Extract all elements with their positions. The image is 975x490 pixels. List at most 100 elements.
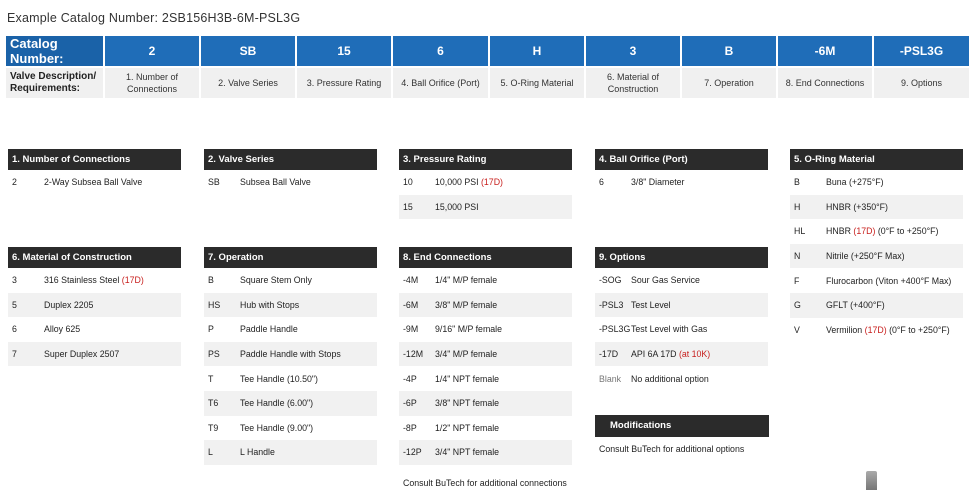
option-description: Flurocarbon (Viton +400°F Max) <box>826 276 963 286</box>
catalog-code-row: Catalog Number: 2 SB 15 6 H 3 B -6M -PSL… <box>6 36 971 67</box>
option-description: 3/8" NPT female <box>435 398 572 408</box>
code-cell: B <box>681 36 778 67</box>
end-connections-note: Consult BuTech for additional connection… <box>403 478 567 488</box>
spec-note: (17D) <box>864 324 887 335</box>
option-text: Buna (+275°F) <box>826 177 884 188</box>
section-o-ring-material: 5. O-Ring Material B Buna (+275°F) H HNBR (+… <box>790 149 963 343</box>
option-range: (0°F to +250°F) <box>877 226 939 237</box>
option-description: Duplex 2205 <box>44 300 181 310</box>
option-row: -6M 3/8" M/P female <box>399 292 572 318</box>
option-description: Subsea Ball Valve <box>240 177 377 187</box>
option-code: SB <box>208 177 220 188</box>
code-cell: H <box>489 36 586 67</box>
option-row: 3 316 Stainless Steel (17D) <box>8 268 181 293</box>
option-code: -6P <box>403 398 417 409</box>
option-text: Paddle Handle <box>240 324 298 335</box>
option-text: 3/4" NPT female <box>435 447 500 458</box>
option-text: Alloy 625 <box>44 324 81 335</box>
code-cell: -PSL3G <box>873 36 971 67</box>
option-description: Alloy 625 <box>44 324 181 334</box>
option-code: -PSL3 <box>599 299 624 310</box>
option-description: Sour Gas Service <box>631 275 768 285</box>
option-description: L Handle <box>240 447 377 457</box>
modifications-note: Consult BuTech for additional options <box>599 444 745 454</box>
option-text: 3/8" M/P female <box>435 299 498 310</box>
option-row: -8P 1/2" NPT female <box>399 415 572 441</box>
option-code: 15 <box>403 201 413 212</box>
option-description: Paddle Handle <box>240 324 377 334</box>
option-code: V <box>794 324 800 335</box>
option-text: Flurocarbon (Viton +400°F Max) <box>826 275 952 286</box>
option-code: T9 <box>208 422 219 433</box>
option-code: 6 <box>599 177 604 188</box>
catalog-number-table: Catalog Number: 2 SB 15 6 H 3 B -6M -PSL… <box>6 36 971 98</box>
option-text: Test Level <box>631 299 671 310</box>
option-description: 1/4" M/P female <box>435 275 572 285</box>
option-code: 2 <box>12 177 17 188</box>
section-title: 9. Options <box>595 247 768 268</box>
option-description: 1/2" NPT female <box>435 423 572 433</box>
option-row: 15 15,000 PSI <box>399 194 572 220</box>
section-options: 9. Options -SOG Sour Gas Service -PSL3 Test … <box>595 247 768 391</box>
option-row: 10 10,000 PSI (17D) <box>399 170 572 195</box>
option-row: T9 Tee Handle (9.00") <box>204 415 377 441</box>
option-description: 9/16" M/P female <box>435 324 572 334</box>
option-description: 3/8" Diameter <box>631 177 768 187</box>
option-description: Buna (+275°F) <box>826 177 963 187</box>
option-description: Tee Handle (9.00") <box>240 423 377 433</box>
section-title: 2. Valve Series <box>204 149 377 170</box>
valve-description-label: Valve Description/ Requirements: <box>6 66 105 98</box>
option-text: 1/4" NPT female <box>435 373 500 384</box>
option-code: Blank <box>599 373 622 384</box>
option-row: -4M 1/4" M/P female <box>399 268 572 293</box>
option-description: 3/4" M/P female <box>435 349 572 359</box>
option-row: -9M 9/16" M/P female <box>399 317 572 342</box>
option-row: SB Subsea Ball Valve <box>204 170 377 195</box>
option-description: Tee Handle (10.50") <box>240 374 377 384</box>
option-text: HNBR (+350°F) <box>826 201 888 212</box>
option-row: HL HNBR (17D) (0°F to +250°F) <box>790 219 963 244</box>
option-text: Hub with Stops <box>240 299 300 310</box>
option-code: -9M <box>403 324 419 335</box>
valve-image-stub <box>866 471 877 490</box>
option-description: Tee Handle (6.00") <box>240 398 377 408</box>
option-row: N Nitrile (+250°F Max) <box>790 243 963 269</box>
option-text: Subsea Ball Valve <box>240 177 311 188</box>
section-end-connections: 8. End Connections -4M 1/4" M/P female -6M 3… <box>399 247 572 465</box>
option-row: 7 Super Duplex 2507 <box>8 341 181 367</box>
option-code: 7 <box>12 349 17 360</box>
desc-cell: 6. Material of Construction <box>585 66 682 98</box>
option-description: 2-Way Subsea Ball Valve <box>44 177 181 187</box>
option-row: P Paddle Handle <box>204 317 377 342</box>
option-row: V Vermilion (17D) (0°F to +250°F) <box>790 317 963 343</box>
option-code: P <box>208 324 214 335</box>
option-row: PS Paddle Handle with Stops <box>204 341 377 367</box>
option-row: -12M 3/4" M/P female <box>399 341 572 367</box>
option-code: 10 <box>403 177 413 188</box>
spec-note: (at 10K) <box>678 349 711 360</box>
option-code: -8P <box>403 422 417 433</box>
option-text: Vermilion <box>826 324 863 335</box>
option-row: -PSL3 Test Level <box>595 292 768 318</box>
example-catalog-number: Example Catalog Number: 2SB156H3B-6M-PSL… <box>7 11 301 25</box>
option-description: HNBR (+350°F) <box>826 202 963 212</box>
option-description: 10,000 PSI (17D) <box>435 177 572 187</box>
spec-note: (17D) <box>480 177 503 188</box>
option-code: T <box>208 373 214 384</box>
option-code: -4M <box>403 275 419 286</box>
option-row: -4P 1/4" NPT female <box>399 366 572 391</box>
option-row: -PSL3G Test Level with Gas <box>595 317 768 342</box>
section-title: 6. Material of Construction <box>8 247 181 268</box>
option-description: API 6A 17D (at 10K) <box>631 349 768 359</box>
option-row: T Tee Handle (10.50") <box>204 366 377 391</box>
option-row: L L Handle <box>204 440 377 465</box>
section-operation: 7. Operation B Square Stem Only HS Hub with … <box>204 247 377 465</box>
option-text: 10,000 PSI <box>435 177 479 188</box>
option-description: 316 Stainless Steel (17D) <box>44 275 181 285</box>
section-pressure-rating: 3. Pressure Rating 10 10,000 PSI (17D) 15 15… <box>399 149 572 220</box>
option-text: 3/8" Diameter <box>631 177 685 188</box>
option-text: 1/2" NPT female <box>435 422 500 433</box>
catalog-desc-row: Valve Description/ Requirements: 1. Numb… <box>6 66 971 98</box>
desc-cell: 2. Valve Series <box>200 66 297 98</box>
option-row: -12P 3/4" NPT female <box>399 440 572 465</box>
